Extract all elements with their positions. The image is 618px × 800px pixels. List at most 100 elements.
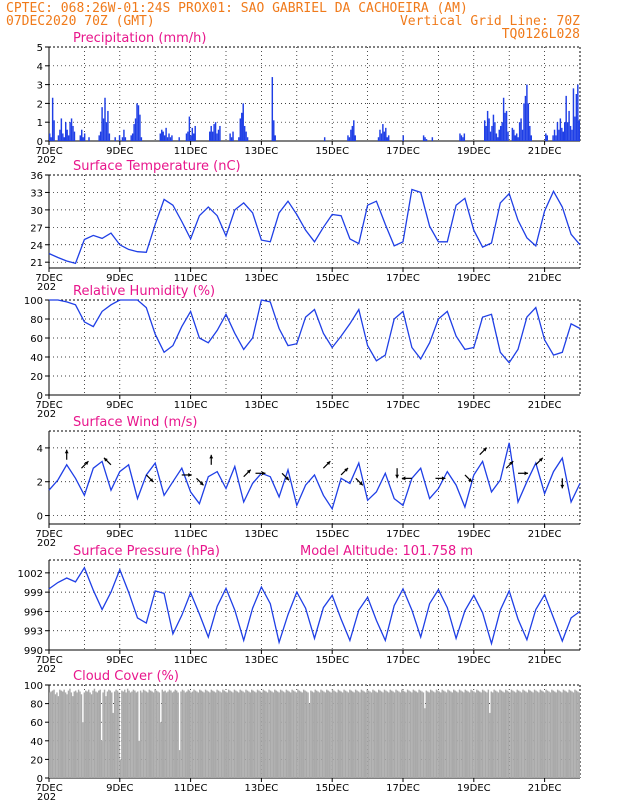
- precip-bar: [504, 112, 506, 141]
- cloud-bar: [406, 689, 409, 778]
- cloud-bar: [236, 691, 239, 778]
- cloud-bar: [164, 690, 166, 778]
- x-tick-label: 11DEC: [174, 400, 208, 411]
- panel-title: Precipitation (mm/h): [73, 31, 206, 46]
- cloud-bar: [83, 692, 86, 778]
- cloud-bar: [292, 690, 295, 778]
- cloud-bar: [344, 690, 347, 778]
- cloud-bar: [180, 691, 182, 778]
- cloud-bar: [543, 692, 546, 778]
- x-year-stub: 202: [37, 155, 56, 166]
- x-tick-label: 7DEC: [35, 655, 62, 666]
- precip-bar: [238, 137, 240, 141]
- cloud-bar: [161, 689, 163, 778]
- panel-title: Cloud Cover (%): [73, 669, 179, 684]
- cloud-bar: [517, 690, 520, 778]
- cloud-bar: [74, 690, 77, 778]
- cloud-bar: [467, 691, 469, 778]
- cloud-bar: [478, 691, 481, 778]
- precip-bar: [124, 137, 127, 141]
- cloud-bar: [454, 690, 456, 778]
- precip-bar: [59, 129, 61, 141]
- cloud-bar: [214, 692, 217, 778]
- cloud-bar: [513, 691, 516, 778]
- precip-bar: [159, 133, 162, 141]
- x-tick-label: 21DEC: [528, 529, 562, 540]
- x-tick-label: 7DEC: [35, 783, 62, 794]
- cloud-bar: [49, 692, 51, 778]
- cloud-bar: [438, 691, 441, 778]
- precip-bar: [524, 95, 527, 141]
- cloud-bar: [320, 689, 322, 778]
- cloud-bar: [497, 692, 500, 778]
- cloud-bar: [441, 689, 443, 778]
- cloud-bar: [151, 691, 153, 778]
- precip-bar: [62, 133, 64, 141]
- x-tick-label: 11DEC: [174, 273, 208, 284]
- precip-bar: [229, 133, 231, 141]
- cloud-bar: [336, 692, 338, 778]
- x-tick-label: 21DEC: [528, 655, 562, 666]
- cloud-bar: [219, 691, 221, 778]
- precip-bar: [499, 125, 502, 141]
- cloud-bar: [558, 690, 560, 778]
- cloud-bar: [311, 691, 314, 778]
- cloud-bar: [317, 691, 319, 778]
- precip-bar: [105, 122, 108, 141]
- cloud-bar: [362, 690, 364, 778]
- panel-5: 0 20 40 60 80 100 7DEC 9DEC 11DEC 13DEC 15DEC 17DEC…: [24, 669, 581, 800]
- cloud-bar: [460, 690, 462, 778]
- x-tick-label: 13DEC: [245, 783, 279, 794]
- precip-bar: [563, 122, 566, 141]
- cloud-bar: [98, 690, 100, 778]
- cloud-bar: [93, 688, 96, 778]
- precip-bar: [505, 110, 508, 141]
- wind-vector-head: [64, 449, 69, 454]
- cloud-bar: [194, 690, 197, 778]
- x-tick-label: 17DEC: [386, 783, 420, 794]
- y-tick-label: 27: [30, 223, 43, 234]
- cloud-bar: [422, 692, 425, 778]
- cloud-bar: [261, 692, 263, 778]
- cloud-bar: [395, 689, 397, 778]
- cloud-bar: [461, 691, 464, 778]
- x-tick-label: 9DEC: [106, 655, 133, 666]
- precip-bar: [130, 135, 132, 141]
- precip-bar: [245, 131, 247, 141]
- cloud-bar: [248, 691, 250, 778]
- cloud-bar: [542, 691, 544, 778]
- precip-bar: [529, 125, 531, 141]
- cloud-bar: [360, 689, 363, 778]
- precip-bar: [102, 118, 105, 141]
- cloud-bar: [262, 689, 264, 778]
- y-tick-label: 80: [30, 700, 43, 711]
- precip-bar: [168, 133, 170, 141]
- y-tick-label: 36: [30, 171, 43, 182]
- precip-bar: [495, 133, 498, 141]
- cloud-bar: [428, 692, 430, 778]
- precip-bar: [497, 137, 499, 141]
- cloud-bar: [405, 692, 407, 778]
- cloud-bar: [526, 692, 529, 778]
- cloud-bar: [119, 759, 122, 778]
- cloud-bar: [226, 692, 228, 778]
- cloud-bar: [561, 692, 563, 778]
- cloud-bar: [444, 691, 446, 778]
- cloud-bar: [113, 691, 116, 778]
- cloud-bar: [137, 691, 139, 778]
- precip-bar: [491, 125, 493, 141]
- precip-bar: [188, 116, 191, 141]
- cloud-bar: [115, 689, 117, 778]
- x-tick-label: 7DEC: [35, 273, 62, 284]
- precip-bar: [83, 133, 86, 141]
- x-tick-label: 9DEC: [106, 273, 133, 284]
- cloud-bar: [365, 692, 367, 778]
- wind-vector-head: [468, 478, 472, 482]
- cloud-bar: [392, 691, 394, 778]
- precip-bar: [383, 131, 386, 141]
- cloud-bar: [323, 691, 325, 778]
- cloud-bar: [67, 690, 70, 778]
- x-tick-label: 11DEC: [174, 146, 208, 157]
- cloud-bar: [138, 740, 140, 778]
- precip-bar: [101, 107, 103, 141]
